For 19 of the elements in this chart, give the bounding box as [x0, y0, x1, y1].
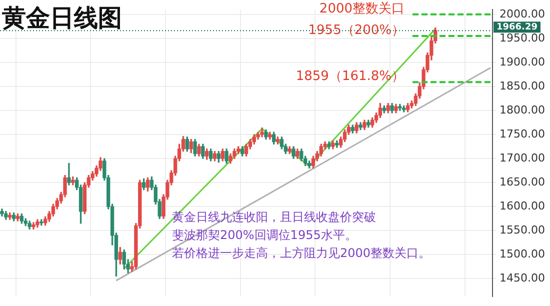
chart-title: 黄金日线图	[1, 4, 122, 32]
annotation: 若价格进一步走高，上方阻力见2000整数关口。	[172, 246, 431, 260]
ref-line-label: 1859（161.8%）	[296, 69, 405, 84]
y-tick-label: 1900.00	[500, 55, 546, 68]
ref-line-label: 1966.29	[496, 22, 538, 32]
y-tick-label: 1450.00	[500, 271, 546, 284]
y-tick-label: 1700.00	[500, 151, 546, 164]
ref-line-label: 1955（200%）	[308, 22, 405, 38]
annotation: 斐波那契200%回调位1955水平。	[172, 228, 357, 242]
y-tick-label: 2000.00	[500, 7, 546, 20]
y-tick-label: 1950.00	[500, 31, 546, 44]
y-tick-label: 1500.00	[500, 247, 546, 260]
y-tick-label: 1750.00	[500, 127, 546, 140]
y-tick-label: 1850.00	[500, 79, 546, 92]
y-tick-label: 1550.00	[500, 223, 546, 236]
y-tick-label: 1650.00	[500, 175, 546, 188]
ref-line-label: 2000整数关口	[319, 1, 405, 16]
y-tick-label: 1800.00	[500, 103, 546, 116]
y-tick-label: 1600.00	[500, 199, 546, 212]
